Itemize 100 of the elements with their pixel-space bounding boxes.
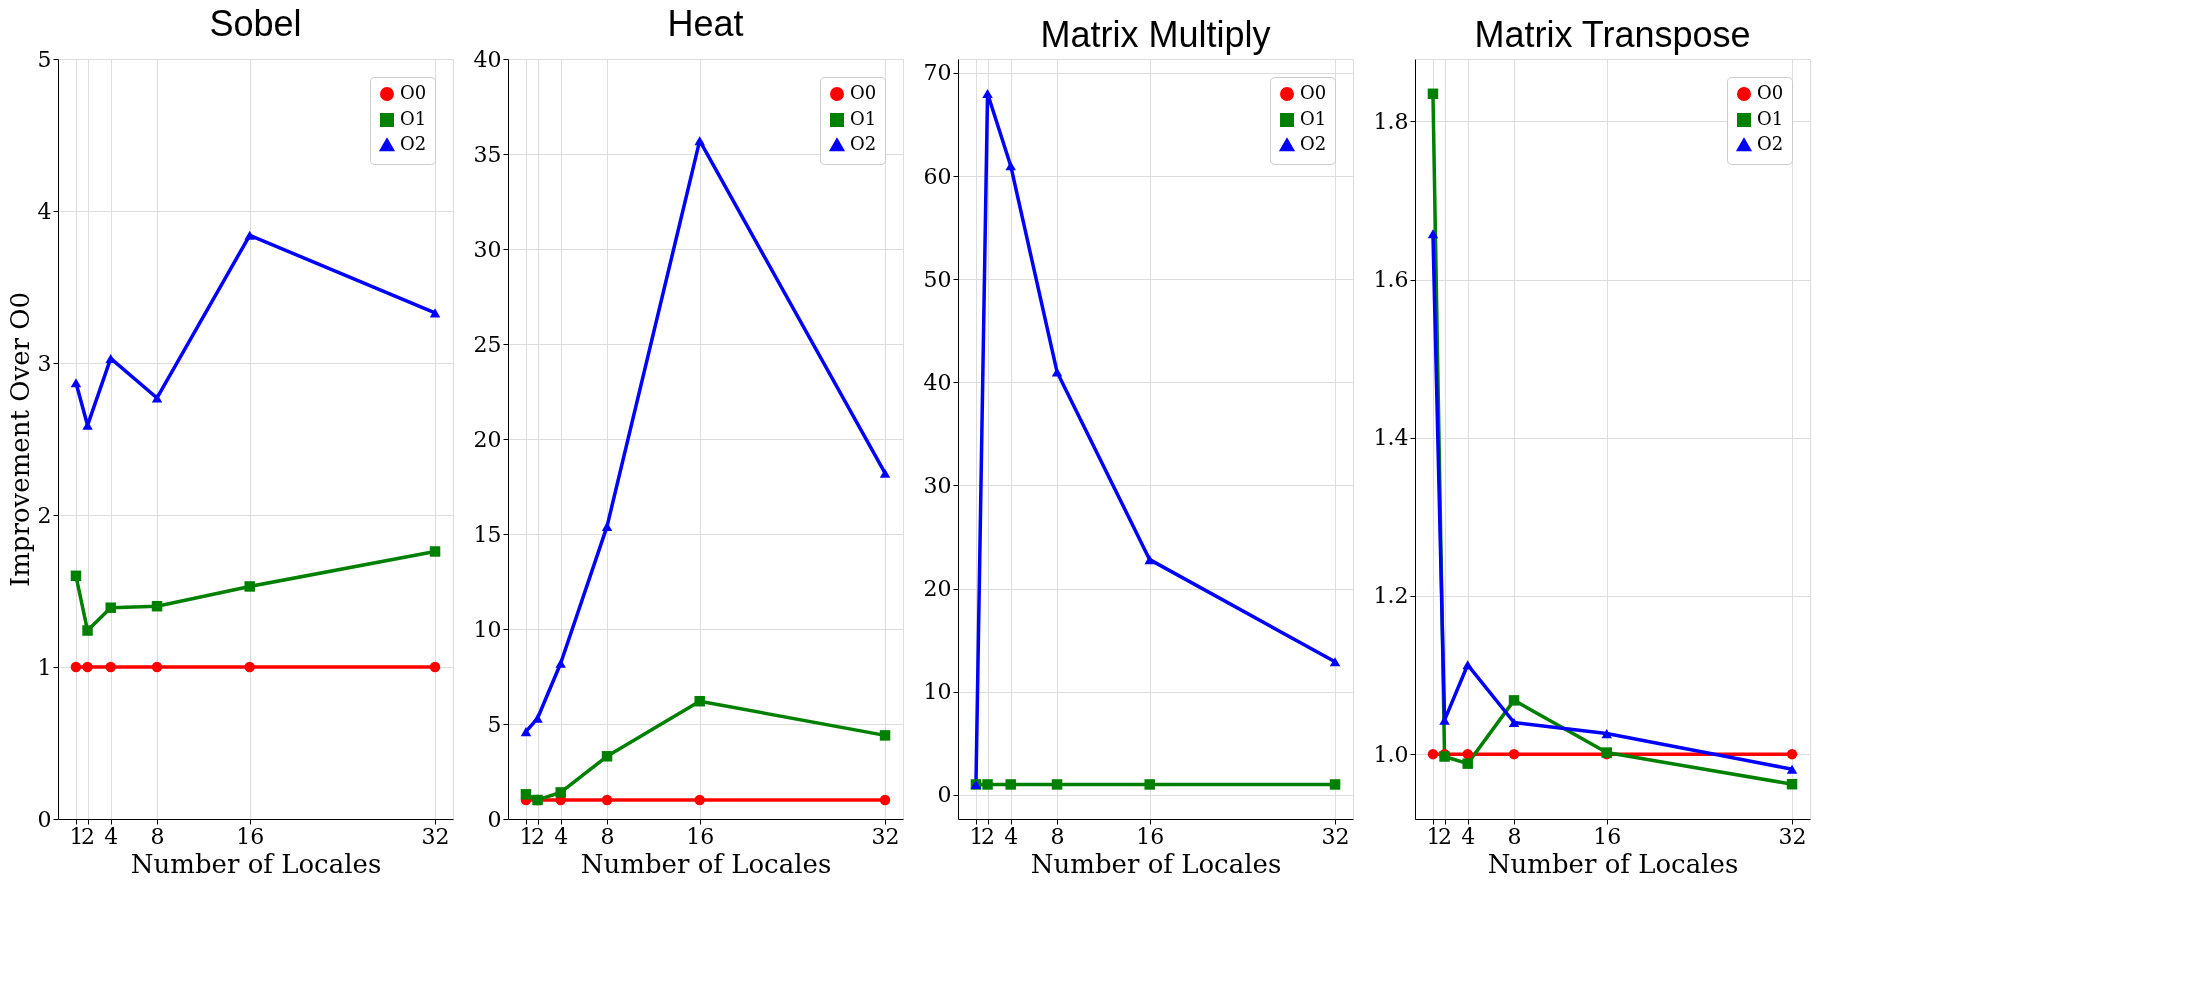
point [601, 751, 613, 762]
point [82, 625, 93, 636]
point [1005, 779, 1016, 790]
x-tick-label: 2 [531, 823, 546, 849]
x-tick-label: 2 [981, 823, 996, 849]
point [70, 661, 82, 673]
y-tick-label: 5 [37, 46, 52, 72]
point [1329, 657, 1341, 667]
x-axis-title: Number of Locales [580, 848, 832, 879]
point [1051, 779, 1063, 790]
point [694, 136, 705, 146]
legend-label: O1 [400, 108, 427, 129]
legend-label: O2 [1300, 133, 1327, 154]
point [151, 661, 163, 673]
x-tick-label: 4 [1004, 823, 1019, 849]
point [429, 308, 441, 318]
y-tick-label: 1.2 [1373, 583, 1409, 609]
legend-label: O2 [1757, 133, 1784, 154]
y-tick-label: 40 [923, 369, 952, 395]
point [982, 779, 993, 790]
point [1786, 778, 1798, 790]
y-tick-label: 10 [473, 616, 502, 642]
y-tick-label: 70 [923, 60, 952, 86]
point [1462, 660, 1473, 670]
y-tick-label: 10 [923, 679, 952, 705]
point [1508, 748, 1520, 760]
x-tick-label: 16 [1593, 823, 1622, 849]
point [520, 789, 532, 800]
point [555, 658, 566, 668]
point [1462, 758, 1473, 769]
point [694, 695, 705, 707]
point [1427, 748, 1439, 760]
legend-label: O2 [850, 133, 877, 154]
y-tick-label: 1.4 [1373, 425, 1409, 451]
y-tick-label: 40 [473, 46, 502, 72]
legend-label: O0 [1757, 82, 1784, 103]
x-axis-title: Number of Locales [1030, 848, 1282, 879]
point [1005, 161, 1016, 171]
chart-title: Heat [667, 3, 744, 44]
point [1508, 695, 1520, 706]
legend-label: O0 [850, 82, 877, 103]
point [70, 570, 82, 582]
point [1786, 764, 1798, 774]
y-tick-label: 30 [923, 472, 952, 498]
x-axis-title: Number of Locales [1487, 848, 1739, 879]
point [1427, 229, 1439, 239]
point [555, 787, 566, 798]
y-tick-label: 1 [37, 654, 52, 680]
y-tick-label: 4 [37, 198, 52, 224]
x-tick-label: 8 [150, 823, 165, 849]
y-tick-label: 0 [937, 782, 952, 808]
point [151, 393, 163, 403]
legend-label: O1 [1300, 108, 1327, 129]
y-tick-label: 5 [487, 711, 502, 737]
y-tick-label: 3 [37, 350, 52, 376]
x-tick-label: 16 [236, 823, 265, 849]
legend-label: O2 [400, 133, 427, 154]
point [1329, 779, 1341, 790]
y-tick-label: 20 [473, 426, 502, 452]
y-tick-label: 1.8 [1373, 108, 1409, 134]
legend-label: O1 [850, 108, 877, 129]
point [1427, 88, 1439, 100]
x-tick-label: 2 [1438, 823, 1453, 849]
point [1462, 748, 1473, 760]
legend-label: O0 [1300, 82, 1327, 103]
y-tick-label: 1.0 [1373, 741, 1409, 767]
point [82, 661, 93, 673]
point [1601, 729, 1612, 739]
point [244, 230, 255, 240]
point [105, 661, 116, 673]
point [1144, 779, 1155, 790]
x-tick-label: 8 [1050, 823, 1065, 849]
y-tick-label: 50 [923, 266, 952, 292]
point [244, 661, 255, 673]
point [151, 600, 163, 612]
point [1786, 748, 1798, 760]
point [1508, 717, 1520, 728]
point [532, 713, 543, 723]
point [429, 661, 441, 673]
y-tick-label: 30 [473, 236, 502, 262]
x-tick-label: 32 [1321, 823, 1350, 849]
y-tick-label: 15 [473, 521, 502, 547]
y-tick-label: 60 [923, 163, 952, 189]
y-tick-label: 25 [473, 331, 502, 357]
x-tick-label: 2 [81, 823, 96, 849]
y-tick-label: 2 [37, 502, 52, 528]
point [601, 794, 613, 806]
x-tick-label: 4 [1461, 823, 1476, 849]
point [879, 730, 891, 741]
y-tick-label: 0 [37, 806, 52, 832]
x-tick-label: 16 [1136, 823, 1165, 849]
x-tick-label: 8 [1507, 823, 1522, 849]
point [70, 378, 82, 388]
point [244, 581, 255, 592]
x-tick-label: 4 [104, 823, 119, 849]
point [694, 794, 705, 806]
point [879, 468, 891, 478]
point [601, 521, 613, 531]
chart-title: Matrix Multiply [1040, 14, 1271, 55]
legend-label: O0 [400, 82, 427, 103]
